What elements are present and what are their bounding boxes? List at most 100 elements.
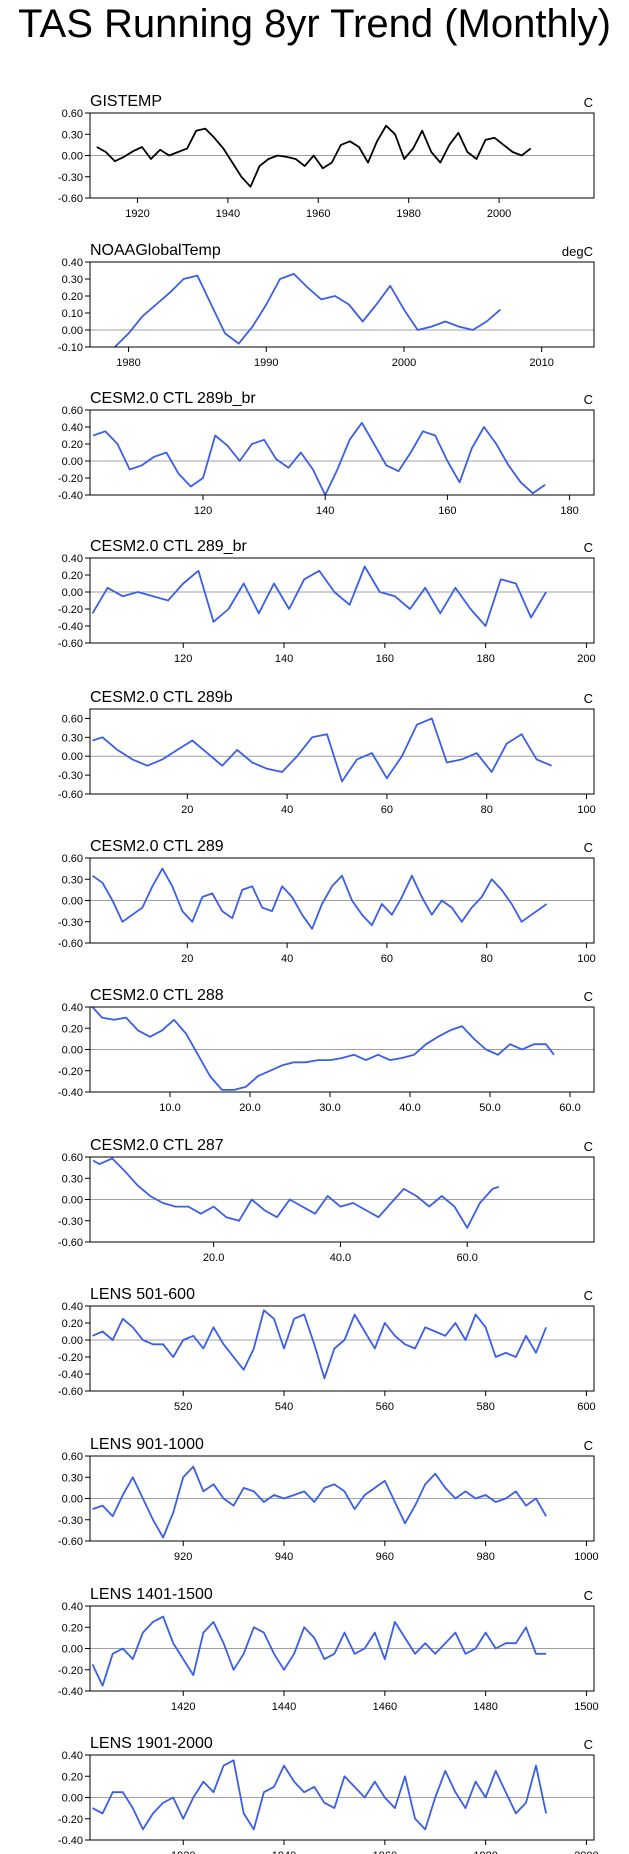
panel-7: 0.40 0.20 0.00 -0.20 -0.40 10.0 20.0 30.0 40.0 50… (58, 987, 595, 1114)
plot-frame (89, 261, 595, 348)
series-line (91, 867, 548, 930)
y-tick-label: -0.30 (58, 172, 83, 184)
y-tick-label: 0.30 (62, 874, 83, 886)
x-tick-label: 120 (194, 505, 212, 517)
panel-units: C (584, 540, 593, 555)
panel-units: C (584, 95, 593, 110)
panel-title: CESM2.0 CTL 288 (90, 987, 224, 1004)
panel-9: 0.40 0.20 0.00 -0.20 -0.40 -0.60 520 540 560 580 6… (58, 1286, 596, 1413)
panel-11: 0.40 0.20 0.00 -0.20 -0.40 1420 1440 1460 1480 15… (58, 1586, 599, 1713)
y-tick-label: -0.20 (58, 604, 83, 616)
x-tick-label: 2000 (487, 208, 511, 220)
panel-title: LENS 1401-1500 (90, 1586, 213, 1603)
y-tick-label: -0.20 (58, 1352, 83, 1364)
y-tick-label: -0.40 (58, 1087, 83, 1099)
x-tick-label: 1000 (574, 1551, 598, 1563)
y-tick-label: 0.40 (62, 1750, 83, 1762)
y-tick-label: 0.10 (62, 308, 83, 320)
y-tick-label: 0.40 (62, 422, 83, 434)
x-tick-label: 1920 (171, 1850, 195, 1854)
panel-3: 0.60 0.40 0.20 0.00 -0.20 -0.40 120 140 160 180 CE… (58, 390, 595, 517)
x-tick-label: 1500 (574, 1701, 598, 1713)
y-tick-label: 0.20 (62, 570, 83, 582)
x-tick-label: 100 (577, 804, 595, 816)
y-tick-label: 0.00 (62, 456, 83, 468)
y-tick-label: -0.60 (58, 1536, 83, 1548)
y-tick-label: 0.00 (62, 1335, 83, 1347)
y-tick-label: -0.30 (58, 1515, 83, 1527)
y-tick-label: -0.40 (58, 1686, 83, 1698)
series-line (91, 1006, 555, 1091)
x-tick-label: 40 (281, 804, 293, 816)
y-tick-label: 0.60 (62, 1152, 83, 1164)
series-line (92, 1759, 547, 1831)
panel-title: CESM2.0 CTL 289b_br (90, 390, 256, 407)
x-tick-label: 1440 (272, 1701, 296, 1713)
y-tick-label: 0.20 (62, 1771, 83, 1783)
panel-units: C (584, 1588, 593, 1603)
y-tick-label: 0.00 (62, 151, 83, 163)
y-tick-label: 0.00 (62, 587, 83, 599)
y-tick-label: -0.20 (58, 1665, 83, 1677)
y-tick-label: 0.20 (62, 439, 83, 451)
x-tick-label: 1480 (473, 1701, 497, 1713)
y-tick-label: -0.60 (58, 789, 83, 801)
panel-units: C (584, 1438, 593, 1453)
x-tick-label: 20 (181, 953, 193, 965)
plot-frame (89, 1305, 595, 1392)
x-tick-label: 1420 (171, 1701, 195, 1713)
panel-title: LENS 901-1000 (90, 1436, 204, 1453)
panel-12: 0.40 0.20 0.00 -0.20 -0.40 1920 1940 1960 1980 20… (58, 1735, 599, 1854)
x-tick-label: 980 (476, 1551, 494, 1563)
x-tick-label: 180 (560, 505, 578, 517)
panel-units: C (584, 840, 593, 855)
x-tick-label: 20.0 (239, 1102, 260, 1114)
series-line (92, 421, 546, 496)
y-tick-label: -0.20 (58, 473, 83, 485)
x-tick-label: 1980 (396, 208, 420, 220)
y-tick-label: -0.60 (58, 1386, 83, 1398)
y-tick-label: -0.30 (58, 917, 83, 929)
x-tick-label: 520 (174, 1401, 192, 1413)
y-tick-label: 0.20 (62, 291, 83, 303)
y-tick-label: -0.40 (58, 490, 83, 502)
x-tick-label: 140 (275, 653, 293, 665)
y-tick-label: 0.60 (62, 853, 83, 865)
panel-units: C (584, 1288, 593, 1303)
panel-title: NOAAGlobalTemp (90, 242, 221, 259)
x-tick-label: 1920 (125, 208, 149, 220)
y-tick-label: -0.20 (58, 1814, 83, 1826)
series-line (114, 272, 501, 348)
series-line (92, 717, 552, 783)
x-tick-label: 2000 (392, 357, 416, 369)
x-tick-label: 120 (174, 653, 192, 665)
x-tick-label: 140 (316, 505, 334, 517)
x-tick-label: 40.0 (330, 1252, 351, 1264)
x-tick-label: 80 (481, 804, 493, 816)
y-tick-label: 0.30 (62, 1173, 83, 1185)
y-tick-label: 0.30 (62, 274, 83, 286)
x-tick-label: 1940 (216, 208, 240, 220)
x-tick-label: 60 (381, 953, 393, 965)
x-tick-label: 1980 (116, 357, 140, 369)
y-tick-label: 0.00 (62, 1494, 83, 1506)
x-tick-label: 540 (275, 1401, 293, 1413)
panel-title: CESM2.0 CTL 289_br (90, 538, 247, 555)
x-tick-label: 10.0 (159, 1102, 180, 1114)
y-tick-label: -0.40 (58, 1369, 83, 1381)
y-tick-label: 0.60 (62, 108, 83, 120)
series-line (92, 1309, 547, 1380)
x-tick-label: 160 (438, 505, 456, 517)
panel-6: 0.60 0.30 0.00 -0.30 -0.60 20 40 60 80 100 CESM2.0… (58, 838, 596, 965)
y-tick-label: -0.30 (58, 1216, 83, 1228)
x-tick-label: 560 (376, 1401, 394, 1413)
series-line (92, 1465, 547, 1539)
y-tick-label: 0.40 (62, 1301, 83, 1313)
plot-frame (89, 708, 595, 795)
y-tick-label: 0.40 (62, 1601, 83, 1613)
x-tick-label: 40 (281, 953, 293, 965)
y-tick-label: 0.60 (62, 1451, 83, 1463)
panel-units: C (584, 1139, 593, 1154)
x-tick-label: 20.0 (203, 1252, 224, 1264)
x-tick-label: 960 (376, 1551, 394, 1563)
